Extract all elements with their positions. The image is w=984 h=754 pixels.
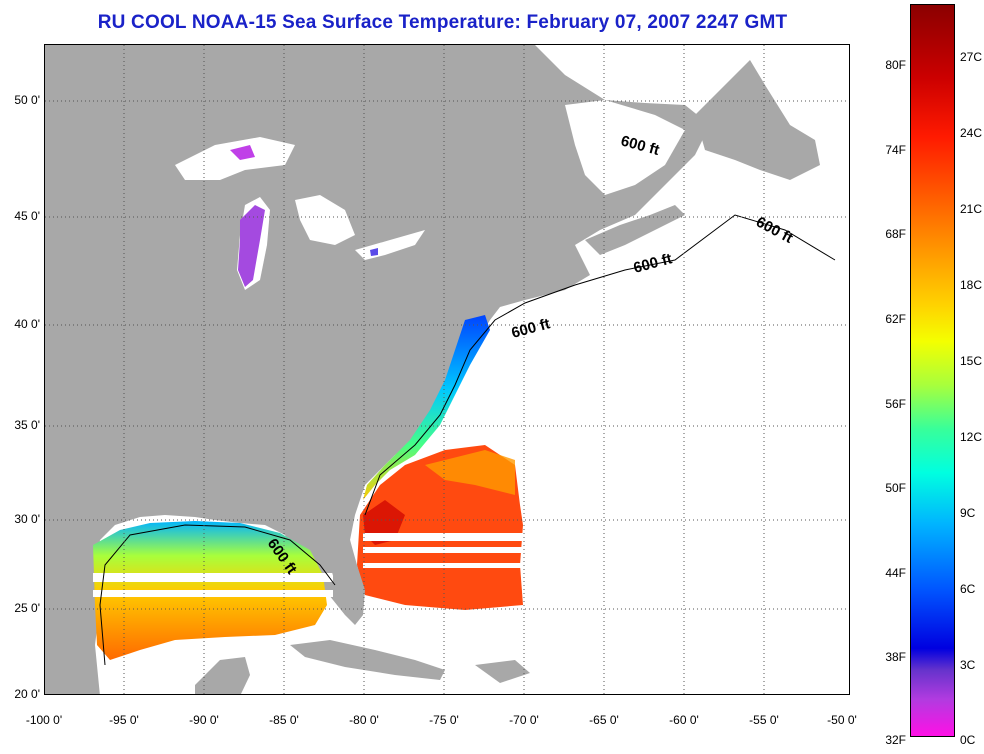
colorbar-c-label: 12C xyxy=(960,430,983,444)
lon-label: -55 0' xyxy=(749,713,779,727)
florida xyxy=(330,540,365,625)
map-area[interactable]: 600 ft 600 ft 600 ft 600 ft 600 ft xyxy=(44,44,850,695)
land-north-america xyxy=(45,45,710,694)
lon-label: -100 0' xyxy=(25,713,63,727)
atlantic-sst-coast xyxy=(363,315,490,500)
cuba xyxy=(290,640,445,680)
gulf-st-lawrence xyxy=(565,100,685,195)
sst-map: 600 ft 600 ft 600 ft 600 ft 600 ft xyxy=(45,45,849,694)
lat-label: 40 0' xyxy=(14,317,40,331)
colorbar-c-label: 15C xyxy=(960,354,983,368)
lake-huron xyxy=(295,195,355,245)
lon-label: -70 0' xyxy=(509,713,539,727)
colorbar-f-label: 68F xyxy=(885,227,906,241)
contour-label-600ft: 600 ft xyxy=(632,250,674,277)
contour-label-600ft: 600 ft xyxy=(510,315,552,342)
lat-label: 50 0' xyxy=(14,93,40,107)
contour-label-600ft: 600 ft xyxy=(753,214,796,247)
colorbar-f-label: 32F xyxy=(885,733,906,747)
newfoundland xyxy=(695,60,820,180)
lon-label: -90 0' xyxy=(189,713,219,727)
lon-label: -50 0' xyxy=(827,713,857,727)
lat-lon-grid xyxy=(45,45,849,694)
colorbar-f-label: 62F xyxy=(885,312,906,326)
lon-label: -95 0' xyxy=(109,713,139,727)
colorbar-f-label: 56F xyxy=(885,397,906,411)
colorbar-c-label: 0C xyxy=(960,733,976,747)
lake-superior xyxy=(175,137,295,180)
colorbar-c-label: 24C xyxy=(960,126,983,140)
lon-label: -65 0' xyxy=(589,713,619,727)
lat-label: 35 0' xyxy=(14,418,40,432)
lat-label: 25 0' xyxy=(14,601,40,615)
lat-label: 20 0' xyxy=(14,687,40,701)
colorbar-f-label: 74F xyxy=(885,143,906,157)
colorbar-c-label: 9C xyxy=(960,506,976,520)
yucatan xyxy=(195,657,250,694)
colorbar-f-label: 38F xyxy=(885,650,906,664)
lon-label: -75 0' xyxy=(429,713,459,727)
colorbar-c-label: 27C xyxy=(960,50,983,64)
lat-label: 30 0' xyxy=(14,512,40,526)
colorbar-f-label: 50F xyxy=(885,481,906,495)
colorbar-f-label: 44F xyxy=(885,566,906,580)
temperature-colorbar xyxy=(910,4,955,737)
nova-scotia xyxy=(585,205,685,255)
hispaniola xyxy=(475,660,530,683)
lon-label: -80 0' xyxy=(349,713,379,727)
colorbar-c-label: 18C xyxy=(960,278,983,292)
colorbar-c-label: 3C xyxy=(960,658,976,672)
lon-label: -60 0' xyxy=(669,713,699,727)
colorbar-c-label: 21C xyxy=(960,202,983,216)
map-title: RU COOL NOAA-15 Sea Surface Temperature:… xyxy=(97,12,788,33)
colorbar-f-label: 80F xyxy=(885,58,906,72)
lon-label: -85 0' xyxy=(269,713,299,727)
lat-label: 45 0' xyxy=(14,209,40,223)
colorbar-c-label: 6C xyxy=(960,582,976,596)
